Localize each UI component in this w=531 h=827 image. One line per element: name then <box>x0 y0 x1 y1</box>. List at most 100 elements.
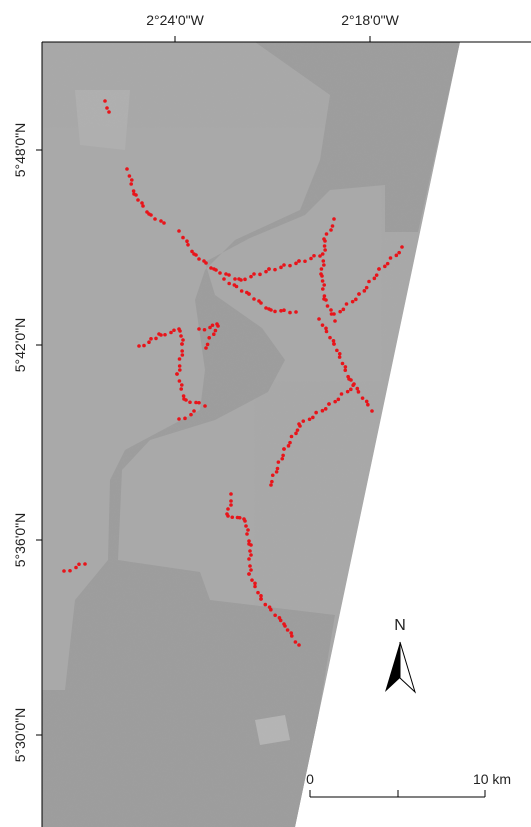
detection-point <box>273 613 277 617</box>
detection-point <box>192 409 196 413</box>
detection-point <box>352 382 356 386</box>
detection-point <box>314 411 318 415</box>
detection-point <box>163 333 167 337</box>
detection-point <box>218 271 222 275</box>
detection-point <box>248 549 252 553</box>
detection-point <box>308 417 312 421</box>
detection-point <box>321 279 325 283</box>
detection-point <box>365 286 369 290</box>
detection-point <box>142 344 146 348</box>
detection-point <box>177 229 181 233</box>
detection-point <box>178 379 182 383</box>
detection-point <box>301 419 305 423</box>
detection-point <box>329 228 333 232</box>
detection-point <box>179 387 183 391</box>
detection-point <box>197 401 201 405</box>
detection-point <box>363 289 367 293</box>
detection-point <box>259 594 263 598</box>
detection-point <box>68 569 72 573</box>
detection-point <box>297 259 301 263</box>
detection-point <box>297 643 301 647</box>
detection-point <box>273 268 277 272</box>
detection-point <box>317 317 321 321</box>
detection-point <box>222 277 226 281</box>
detection-point <box>206 343 210 347</box>
detection-point <box>157 332 161 336</box>
detection-point <box>267 267 271 271</box>
detection-point <box>238 516 242 520</box>
detection-point <box>226 507 230 511</box>
detection-point <box>247 572 251 576</box>
detection-point <box>269 608 273 612</box>
detection-point <box>273 310 277 314</box>
detection-point <box>211 323 215 327</box>
detection-point <box>333 400 337 404</box>
detection-point <box>154 337 158 341</box>
detection-point <box>395 254 399 258</box>
detection-point <box>286 628 290 632</box>
detection-point <box>311 416 315 420</box>
detection-point <box>252 272 256 276</box>
detection-point <box>204 261 208 265</box>
detection-point <box>256 591 260 595</box>
detection-point <box>125 167 129 171</box>
detection-point <box>389 256 393 260</box>
detection-point <box>247 542 251 546</box>
detection-point <box>229 492 233 496</box>
detection-point <box>332 339 336 343</box>
detection-point <box>319 272 323 276</box>
detection-point <box>328 336 332 340</box>
detection-point <box>294 262 298 266</box>
detection-point <box>169 331 173 335</box>
lat-label: 5°36'0"N <box>12 513 28 568</box>
detection-point <box>320 267 324 271</box>
detection-point <box>282 622 286 626</box>
detection-point <box>338 310 342 314</box>
detection-point <box>275 470 279 474</box>
detection-point <box>338 355 342 359</box>
detection-point <box>242 517 246 521</box>
detection-point <box>252 297 256 301</box>
detection-point <box>181 236 185 240</box>
detection-point <box>259 597 263 601</box>
detection-point <box>296 428 300 432</box>
detection-point <box>245 532 249 536</box>
detection-point <box>129 182 133 186</box>
detection-point <box>287 444 291 448</box>
detection-point <box>132 192 136 196</box>
detection-point <box>203 328 207 332</box>
detection-point <box>344 365 348 369</box>
scale-label: 0 <box>306 771 314 787</box>
detection-point <box>181 353 185 357</box>
detection-point <box>214 329 218 333</box>
detection-point <box>332 342 336 346</box>
detection-point <box>159 219 163 223</box>
detection-point <box>137 344 141 348</box>
detection-point <box>322 263 326 267</box>
detection-point <box>329 308 333 312</box>
detection-point <box>397 251 401 255</box>
detection-point <box>282 263 286 267</box>
detection-point <box>264 270 268 274</box>
detection-point <box>105 106 109 110</box>
detection-point <box>233 277 237 281</box>
detection-point <box>338 352 342 356</box>
detection-point <box>366 403 370 407</box>
detection-point <box>258 273 262 277</box>
lon-label: 2°18'0"W <box>341 12 399 28</box>
detection-point <box>229 499 233 503</box>
detection-point <box>321 252 325 256</box>
scale-bar: 0 10 km <box>306 771 511 797</box>
detection-point <box>103 99 107 103</box>
detection-point <box>323 244 327 248</box>
detection-point <box>324 407 328 411</box>
detection-point <box>186 243 190 247</box>
detection-point <box>128 174 132 178</box>
detection-point <box>172 328 176 332</box>
detection-point <box>270 480 274 484</box>
detection-point <box>269 483 273 487</box>
detection-point <box>153 217 157 221</box>
detection-point <box>386 262 390 266</box>
detection-point <box>349 388 353 392</box>
detection-point <box>325 232 329 236</box>
